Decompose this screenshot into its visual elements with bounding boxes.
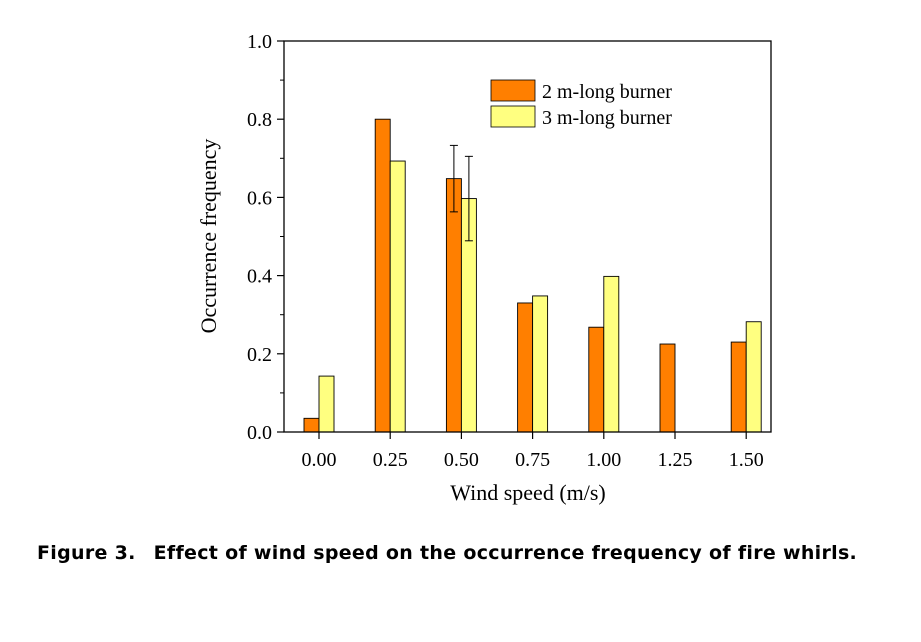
bar-series2-0.00 bbox=[318, 375, 335, 433]
bar-series1-0.75 bbox=[517, 302, 534, 433]
legend-swatch-3m bbox=[490, 105, 536, 128]
bar-series2-0.25 bbox=[389, 160, 406, 433]
bar-series1-1.25 bbox=[659, 343, 676, 433]
legend: 2 m-long burner 3 m-long burner bbox=[490, 79, 672, 129]
x-tick-label-0.50: 0.50 bbox=[444, 449, 479, 471]
x-tick-label-1.00: 1.00 bbox=[586, 449, 621, 471]
x-tick-label-1.50: 1.50 bbox=[729, 449, 764, 471]
x-tick-label-0.00: 0.00 bbox=[302, 449, 337, 471]
figure-caption-text: Effect of wind speed on the occurrence f… bbox=[153, 542, 858, 564]
y-tick-label-0.2: 0.2 bbox=[247, 344, 272, 366]
bar-series1-0.25 bbox=[374, 118, 391, 433]
x-tick-label-1.25: 1.25 bbox=[658, 449, 693, 471]
error-bars-group bbox=[449, 144, 473, 242]
chart: 0.0 0.2 0.4 0.6 0.8 1.0 0.00 0.25 0.50 0.75 1.00 1… bbox=[196, 31, 772, 505]
y-axis-title: Occurrence frequency bbox=[196, 139, 221, 334]
y-tick-label-0.4: 0.4 bbox=[247, 266, 272, 288]
legend-label-2m: 2 m-long burner bbox=[542, 81, 672, 103]
x-axis-title: Wind speed (m/s) bbox=[450, 480, 606, 505]
figure-caption: Figure 3. Effect of wind speed on the occ… bbox=[37, 541, 897, 565]
legend-swatch-2m bbox=[490, 79, 536, 102]
bar-series2-0.75 bbox=[532, 295, 549, 433]
x-axis: 0.00 0.25 0.50 0.75 1.00 1.25 1.50 bbox=[302, 432, 764, 471]
y-tick-label-0.0: 0.0 bbox=[247, 422, 272, 444]
figure-number: Figure 3. bbox=[37, 542, 136, 564]
bar-series1-0.00 bbox=[303, 417, 320, 433]
legend-label-3m: 3 m-long burner bbox=[542, 107, 672, 129]
bar-series2-1.00 bbox=[603, 275, 620, 433]
y-axis: 0.0 0.2 0.4 0.6 0.8 1.0 bbox=[247, 31, 284, 444]
bar-series1-0.50 bbox=[445, 178, 462, 433]
bars-group bbox=[303, 118, 762, 433]
bar-series2-1.50 bbox=[745, 321, 762, 433]
x-tick-label-0.75: 0.75 bbox=[515, 449, 550, 471]
bar-series1-1.50 bbox=[730, 341, 747, 433]
y-tick-label-1.0: 1.0 bbox=[247, 31, 272, 53]
y-tick-label-0.6: 0.6 bbox=[247, 187, 272, 209]
bar-series1-1.00 bbox=[588, 326, 605, 433]
x-tick-label-0.25: 0.25 bbox=[373, 449, 408, 471]
bar-chart: 0.0 0.2 0.4 0.6 0.8 1.0 0.00 0.25 0.50 0.75 1.00 1… bbox=[196, 31, 772, 505]
y-tick-label-0.8: 0.8 bbox=[247, 109, 272, 131]
